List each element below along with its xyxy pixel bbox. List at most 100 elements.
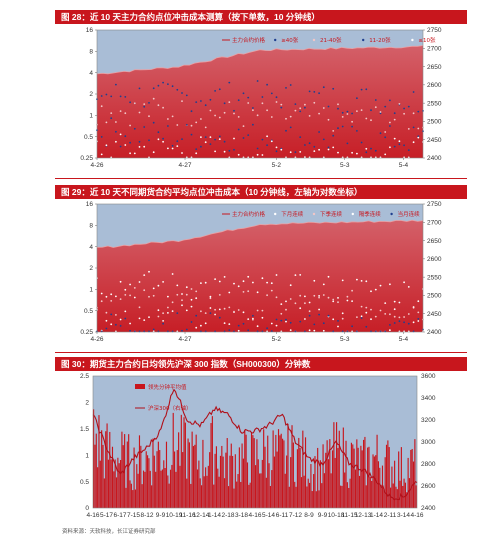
series-point — [370, 119, 372, 122]
series-point — [124, 288, 127, 291]
series-point — [124, 317, 127, 320]
series-point — [119, 325, 122, 327]
bar — [172, 412, 174, 508]
series-point — [157, 315, 160, 318]
series-point — [181, 329, 183, 332]
right-tick-label: 2500 — [427, 293, 442, 300]
bar — [157, 441, 159, 508]
series-point — [304, 295, 306, 298]
bar — [311, 491, 313, 508]
series-point — [313, 329, 316, 332]
series-point — [190, 110, 193, 113]
series-point — [365, 147, 368, 150]
x-tick-label: 3-18 — [235, 512, 248, 519]
series-point — [218, 294, 221, 296]
series-point — [417, 127, 420, 130]
left-tick-label: 2 — [85, 400, 89, 407]
bar — [101, 430, 103, 508]
series-point — [370, 308, 372, 311]
series-point — [138, 281, 141, 283]
bar — [115, 477, 118, 508]
series-point — [181, 100, 183, 102]
legend-swatch — [135, 384, 145, 389]
series-point — [393, 322, 396, 324]
x-tick-label: 5-3 — [340, 336, 350, 343]
bar — [229, 455, 231, 508]
series-point — [351, 125, 353, 128]
bar — [171, 464, 173, 508]
bar — [352, 444, 354, 508]
series-point — [337, 127, 339, 130]
series-point — [389, 313, 391, 316]
series-point — [242, 92, 245, 95]
x-tick-label: 8-12 — [140, 512, 153, 519]
series-point — [360, 280, 363, 282]
bar — [299, 447, 301, 508]
series-point — [351, 151, 353, 154]
series-point — [417, 135, 420, 138]
series-point — [398, 301, 401, 304]
series-point — [417, 318, 420, 320]
bar — [242, 458, 244, 508]
x-tick-label: 5-4 — [399, 336, 409, 343]
series-point — [242, 322, 245, 325]
series-point — [200, 310, 202, 313]
series-point — [185, 94, 188, 97]
bar — [410, 449, 412, 508]
series-point — [190, 321, 193, 323]
bar — [331, 450, 334, 508]
series-point — [176, 293, 179, 296]
series-point — [124, 135, 127, 138]
x-tick-label: 6-17 — [113, 512, 126, 519]
bar — [194, 444, 196, 508]
series-point — [162, 320, 164, 322]
bar — [318, 490, 320, 508]
bar — [114, 459, 116, 508]
bar — [269, 485, 271, 508]
series-point — [223, 150, 226, 153]
series-point — [389, 146, 391, 149]
series-point — [280, 106, 283, 109]
series-point — [100, 292, 103, 295]
series-point — [389, 125, 391, 127]
x-tick-label: 5-17 — [100, 512, 113, 519]
bar — [246, 462, 249, 508]
bar — [407, 457, 409, 508]
x-tick-label: 7-12 — [289, 512, 302, 519]
series-point — [389, 99, 391, 102]
series-point — [195, 152, 198, 155]
series-point — [294, 274, 297, 276]
bar — [179, 465, 181, 508]
series-point — [313, 91, 316, 93]
series-point — [190, 305, 193, 308]
bar — [141, 484, 143, 508]
bar — [186, 478, 188, 508]
chart1-svg: 16 8 4 2 1 0.5 0.25 2750 2700 2650 2600 2550 2500 245… — [80, 27, 442, 169]
series-point — [200, 118, 202, 120]
series-point — [124, 294, 127, 296]
series-point — [209, 109, 212, 112]
series-point — [233, 282, 235, 285]
bar — [406, 492, 408, 508]
legend-label: 沪深300（右轴） — [148, 404, 192, 412]
series-point — [318, 131, 320, 133]
series-point — [356, 97, 358, 100]
series-point — [337, 301, 339, 304]
bar — [137, 473, 139, 508]
bar — [240, 481, 242, 508]
series-point — [237, 324, 240, 327]
series-point — [327, 296, 330, 299]
series-point — [237, 285, 240, 288]
right-tick-label: 2750 — [427, 201, 442, 208]
legend-label: 主力合约价格 — [232, 36, 266, 44]
series-point — [152, 121, 155, 124]
series-point — [185, 328, 188, 331]
series-point — [200, 145, 202, 148]
series-point — [351, 120, 353, 123]
series-point — [285, 117, 287, 120]
series-point — [417, 311, 420, 314]
series-point — [233, 148, 235, 151]
series-point — [332, 318, 335, 321]
series-point — [195, 326, 198, 329]
bar — [302, 430, 304, 508]
